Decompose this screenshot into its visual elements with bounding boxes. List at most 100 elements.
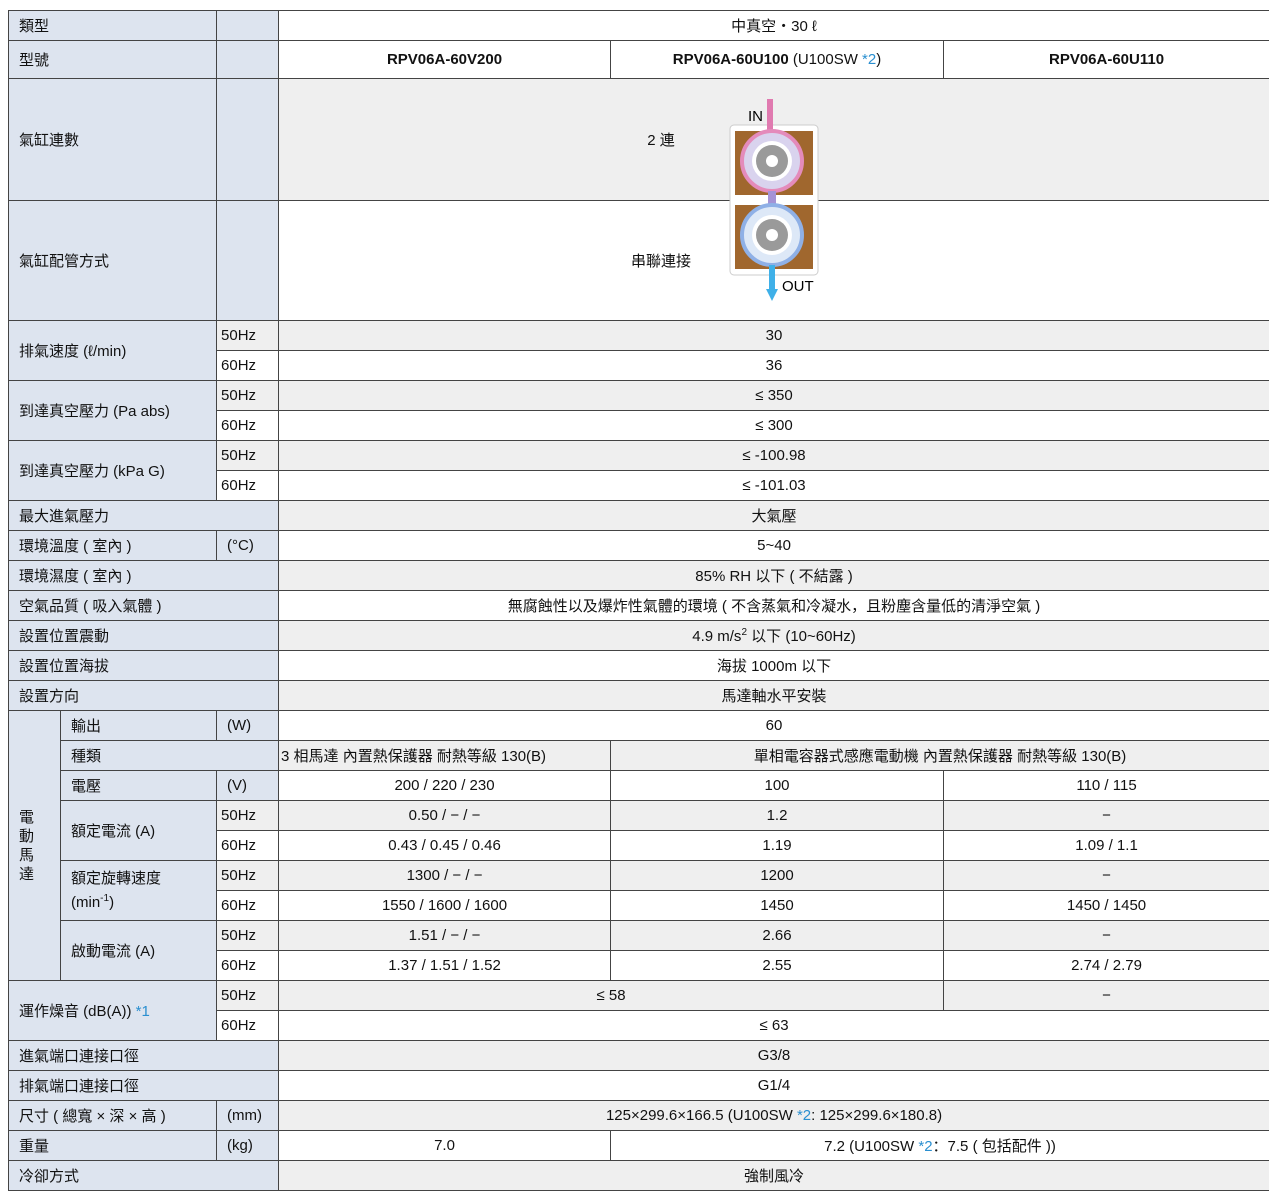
text: (U100SW [788,51,863,68]
unit: 50Hz [216,860,280,891]
cell: 5~40 [278,530,1269,561]
unit: (°C) [216,530,280,561]
label: 空氣品質 ( 吸入氣體 ) [7,590,280,621]
unit: 60Hz [216,1010,280,1041]
cell: 大氣壓 [278,500,1269,531]
cell: 110 / 115 [943,770,1269,801]
label: 排氣端口連接口徑 [7,1070,280,1101]
cell: G1/4 [278,1070,1269,1101]
superscript: -1 [100,892,110,904]
cell: 1450 / 1450 [943,890,1269,921]
cell: 1200 [610,860,945,891]
cell: ≤ 300 [278,410,1269,441]
text: 7.2 (U100SW [824,1138,919,1155]
label: 設置位置震動 [7,620,280,651]
label: 種類 [59,740,280,771]
cell: 30 [278,320,1269,351]
text: 以下 (10~60Hz) [747,628,856,645]
cell: 1.09 / 1.1 [943,830,1269,861]
cell: 2.55 [610,950,945,981]
unit: (mm) [216,1100,280,1131]
label: 氣缸配管方式 [7,200,218,321]
unit: 60Hz [216,350,280,381]
model: RPV06A-60U110 [1048,51,1165,68]
cell: 100 [610,770,945,801]
cell: 1.51 / − / − [278,920,612,951]
pump-diagram: IN OUT [729,99,819,301]
inlet-label: IN [748,108,763,125]
unit: 60Hz [216,410,280,441]
cell: 單相電容器式感應電動機 內置熱保護器 耐熱等級 130(B) [610,740,1269,771]
unit: 50Hz [216,380,280,411]
label: 到達真空壓力 (Pa abs) [7,380,218,441]
group-label: 電動馬達 [8,710,61,981]
label: 類型 [7,10,218,41]
label: 最大進氣壓力 [7,500,280,531]
unit: 60Hz [216,830,280,861]
cell: ≤ 63 [278,1010,1269,1041]
note: *2 [918,1138,933,1155]
text: ：7.5 ( 包括配件 )) [932,1138,1056,1155]
cell: 7.0 [278,1130,612,1161]
cell: 200 / 220 / 230 [278,770,612,801]
label: 額定電流 (A) [59,800,218,861]
cell: 海拔 1000m 以下 [278,650,1269,681]
unit: (W) [216,710,280,741]
unit: 60Hz [216,950,280,981]
cell: G3/8 [278,1040,1269,1071]
text: : 125×299.6×180.8) [811,1107,943,1124]
label: 氣缸連數 [7,78,218,201]
note: *2 [796,1107,812,1124]
label: 進氣端口連接口徑 [7,1040,280,1071]
unit: 50Hz [216,440,280,471]
text: (min [71,893,101,911]
cell: 1550 / 1600 / 1600 [278,890,612,921]
label: 尺寸 ( 總寬 × 深 × 高 ) [7,1100,218,1131]
cell: ≤ 350 [278,380,1269,411]
cell: − [943,800,1269,831]
model: RPV06A-60U100 [672,51,789,68]
label: 到達真空壓力 (kPa G) [7,440,218,501]
label: 重量 [7,1130,218,1161]
text: ) [109,893,115,911]
label: 電壓 [59,770,218,801]
cell: 1450 [610,890,945,921]
label: 環境溫度 ( 室內 ) [7,530,218,561]
label: 輸出 [59,710,218,741]
cell: 馬達軸水平安裝 [278,680,1269,711]
cell: 1.37 / 1.51 / 1.52 [278,950,612,981]
cell: 1.19 [610,830,945,861]
cell: − [943,920,1269,951]
cell: 中真空・30 ℓ [278,10,1269,41]
text: ) [876,51,882,68]
unit: 50Hz [216,980,280,1011]
cell: − [943,860,1269,891]
cell: 1.2 [610,800,945,831]
label: 冷卻方式 [7,1160,280,1191]
unit: (V) [216,770,280,801]
outlet-label: OUT [782,278,814,295]
label: 設置位置海拔 [7,650,280,681]
unit: (kg) [216,1130,280,1161]
cell: 0.43 / 0.45 / 0.46 [278,830,612,861]
text: 4.9 m/s [692,628,742,645]
cell: 無腐蝕性以及爆炸性氣體的環境 ( 不含蒸氣和冷凝水，且粉塵含量低的清淨空氣 ) [278,590,1269,621]
cell: ≤ -101.03 [278,470,1269,501]
cell: 3 相馬達 內置熱保護器 耐熱等級 130(B) [278,740,612,771]
unit: 50Hz [216,800,280,831]
cell: 60 [278,710,1269,741]
label: 排氣速度 (ℓ/min) [7,320,218,381]
spec-table: 類型 中真空・30 ℓ 型號 RPV06A-60V200 RPV06A-60U100 … [7,10,1269,1191]
cell: 1300 / − / − [278,860,612,891]
superscript: 2 [741,627,747,638]
unit: 60Hz [216,890,280,921]
note: *2 [862,51,877,68]
text: 額定旋轉速度 [71,869,162,887]
label: 環境濕度 ( 室內 ) [7,560,280,591]
model: RPV06A-60V200 [386,51,503,68]
cell: − [943,980,1269,1011]
cell: ≤ -100.98 [278,440,1269,471]
cell: 85% RH 以下 ( 不結露 ) [278,560,1269,591]
label: 型號 [7,40,218,79]
